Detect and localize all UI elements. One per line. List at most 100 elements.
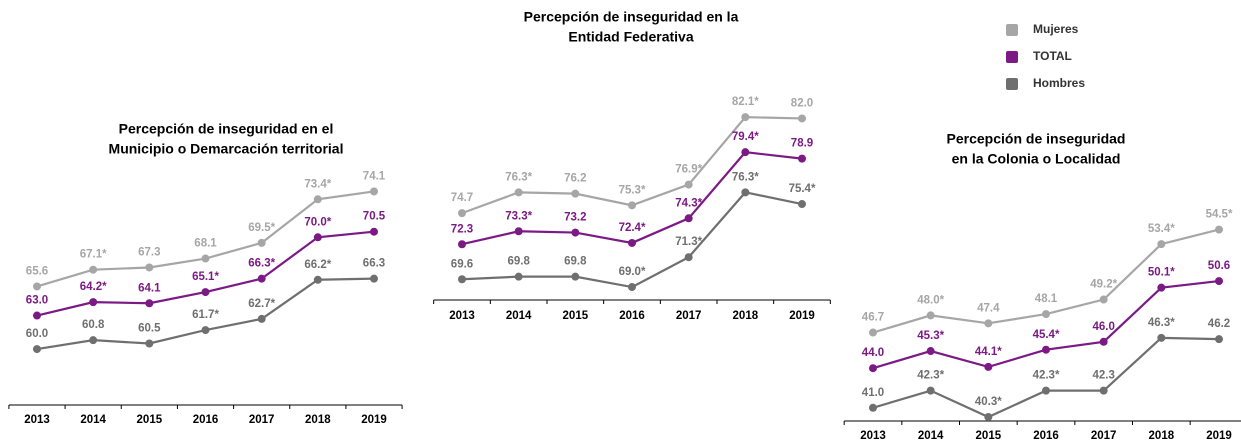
data-label: 70.0*: [304, 216, 331, 228]
data-label: 60.5: [138, 323, 161, 335]
data-point: [1215, 277, 1223, 286]
data-label: 67.3: [138, 247, 160, 259]
data-label: 44.0: [862, 347, 884, 359]
data-point: [984, 362, 993, 371]
data-label: 69.8: [507, 256, 530, 268]
data-point: [1042, 310, 1050, 319]
data-label: 75.4*: [789, 183, 816, 195]
x-tick-label: 2014: [506, 310, 532, 322]
data-label: 60.8: [82, 319, 105, 331]
data-point: [1042, 345, 1050, 354]
data-point: [1099, 386, 1108, 395]
data-point: [684, 180, 693, 189]
data-point: [741, 188, 750, 197]
chart-title: Percepción de inseguridad en el: [119, 121, 334, 137]
x-tick-label: 2019: [789, 310, 815, 322]
data-label: 76.2: [564, 173, 586, 185]
data-label: 46.2: [1208, 318, 1230, 330]
x-tick-label: 2013: [24, 414, 50, 426]
data-point: [514, 188, 523, 197]
data-label: 50.6: [1208, 260, 1230, 272]
x-tick-label: 2018: [305, 414, 331, 426]
legend-label: Hombres: [1033, 76, 1085, 90]
data-point: [458, 209, 466, 218]
data-point: [628, 238, 636, 247]
data-label: 46.3*: [1148, 317, 1175, 329]
data-label: 41.0: [862, 387, 884, 399]
data-label: 76.3*: [505, 171, 532, 183]
data-label: 66.3: [363, 258, 385, 270]
data-label: 47.4: [977, 302, 1000, 314]
data-point: [313, 195, 322, 204]
data-label: 82.1*: [732, 96, 759, 108]
data-label: 69.6: [451, 258, 473, 270]
x-tick-label: 2017: [1091, 430, 1117, 442]
data-label: 48.0*: [917, 294, 944, 306]
data-label: 53.4*: [1148, 223, 1175, 235]
data-point: [571, 189, 580, 198]
legend-label: TOTAL: [1033, 49, 1072, 63]
legend-label: Mujeres: [1033, 22, 1079, 36]
data-label: 72.3: [451, 223, 473, 235]
data-point: [684, 214, 693, 223]
data-point: [1042, 386, 1050, 395]
data-label: 72.4*: [619, 222, 646, 234]
x-tick-label: 2015: [976, 430, 1002, 442]
data-point: [89, 265, 98, 274]
x-tick-label: 2017: [249, 414, 275, 426]
data-label: 74.1: [363, 170, 386, 182]
data-point: [145, 299, 154, 308]
data-label: 75.3*: [619, 184, 646, 196]
data-point: [1157, 283, 1166, 292]
data-label: 50.1*: [1148, 267, 1175, 279]
data-point: [257, 314, 266, 323]
legend-swatch: [1006, 24, 1018, 36]
data-label: 64.1: [138, 282, 161, 294]
data-label: 65.1*: [192, 271, 219, 283]
data-label: 62.7*: [248, 298, 275, 310]
data-label: 71.3*: [675, 236, 702, 248]
data-label: 73.3*: [505, 210, 532, 222]
x-tick-label: 2014: [80, 414, 106, 426]
data-point: [926, 386, 935, 395]
x-tick-label: 2018: [1149, 430, 1175, 442]
data-label: 61.7*: [192, 309, 219, 321]
data-label: 66.2*: [304, 259, 331, 271]
data-label: 76.3*: [732, 171, 759, 183]
data-label: 42.3*: [1033, 370, 1060, 382]
data-label: 79.4*: [732, 131, 759, 143]
chart-title: Entidad Federativa: [568, 29, 693, 45]
x-tick-label: 2019: [1206, 430, 1232, 442]
data-label: 60.0: [26, 328, 48, 340]
data-point: [33, 311, 41, 320]
legend-swatch: [1006, 78, 1018, 90]
data-label: 74.7: [451, 192, 473, 204]
data-point: [145, 339, 154, 348]
data-point: [571, 272, 580, 281]
data-point: [798, 114, 806, 123]
data-label: 44.1*: [975, 346, 1002, 358]
data-label: 46.0: [1092, 321, 1114, 333]
data-label: 78.9: [791, 138, 813, 150]
data-point: [1157, 333, 1166, 342]
data-label: 46.7: [862, 312, 884, 324]
chart-title: Percepción de inseguridad en la: [524, 9, 739, 25]
data-point: [1157, 240, 1166, 249]
data-point: [1099, 295, 1108, 304]
data-point: [1099, 337, 1108, 346]
data-point: [370, 187, 378, 196]
data-point: [257, 238, 266, 247]
data-label: 45.3*: [917, 330, 944, 342]
x-tick-label: 2016: [193, 414, 219, 426]
data-label: 49.2*: [1090, 279, 1117, 291]
data-label: 73.2: [564, 212, 586, 224]
x-tick-label: 2015: [563, 310, 589, 322]
data-point: [684, 253, 693, 262]
data-point: [201, 254, 210, 263]
data-point: [514, 272, 523, 281]
data-label: 63.0: [26, 295, 48, 307]
data-label: 54.5*: [1206, 209, 1233, 221]
data-point: [628, 201, 636, 210]
data-label: 48.1: [1035, 293, 1058, 305]
